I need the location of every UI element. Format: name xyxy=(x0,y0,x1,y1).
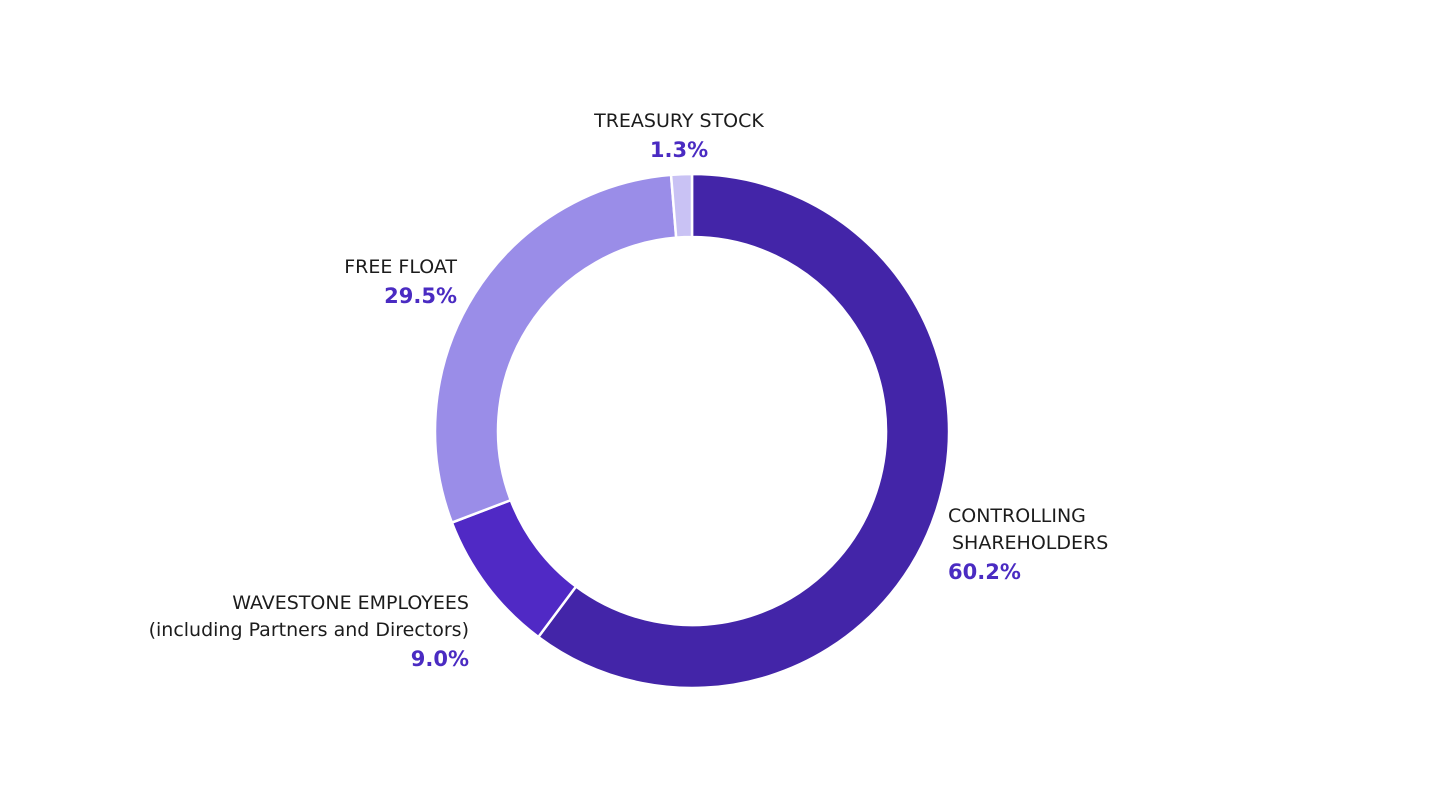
slice-name-treasury-stock: TREASURY STOCK xyxy=(594,110,764,132)
slice-value-controlling-shareholders: 60.2% xyxy=(948,560,1021,584)
slice-name-employees-line2: (including Partners and Directors) xyxy=(148,619,469,641)
slice-label-controlling-shareholders: CONTROLLING SHAREHOLDERS 60.2% xyxy=(948,503,1108,587)
slice-value-wavestone-employees: 9.0% xyxy=(410,647,469,671)
slice-free-float xyxy=(433,173,678,525)
slice-label-treasury-stock: TREASURY STOCK 1.3% xyxy=(590,108,768,165)
slice-value-treasury-stock: 1.3% xyxy=(649,138,709,162)
slice-name-employees-line1: WAVESTONE EMPLOYEES xyxy=(232,592,469,614)
slice-label-wavestone-employees: WAVESTONE EMPLOYEES (including Partners … xyxy=(149,590,469,674)
slice-name-controlling-line1: CONTROLLING xyxy=(948,505,1086,527)
slice-label-free-float: FREE FLOAT 29.5% xyxy=(344,254,457,311)
slice-name-free-float: FREE FLOAT xyxy=(344,256,457,278)
slice-value-free-float: 29.5% xyxy=(384,284,457,308)
slice-treasury-stock xyxy=(669,172,694,239)
slice-name-controlling-line2: SHAREHOLDERS xyxy=(952,532,1109,554)
slice-controlling-shareholders xyxy=(536,172,951,690)
